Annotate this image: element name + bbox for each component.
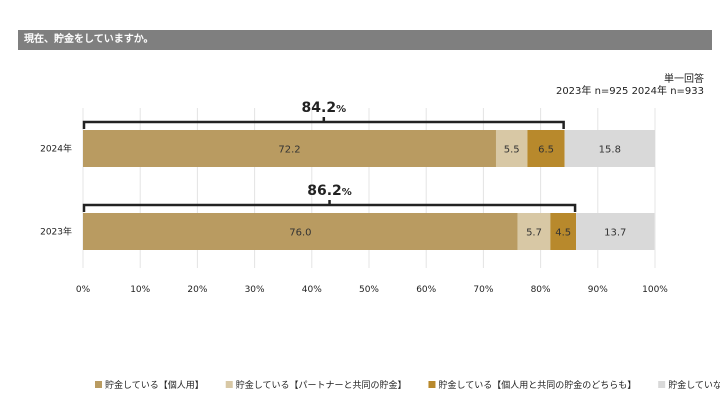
data-label: 72.2 bbox=[278, 145, 300, 156]
x-tick-label: 60% bbox=[416, 285, 436, 295]
data-label: 6.5 bbox=[538, 145, 554, 156]
x-tick-label: 100% bbox=[642, 285, 668, 295]
data-label: 4.5 bbox=[555, 228, 571, 239]
bar-segment bbox=[83, 130, 496, 167]
x-tick-label: 90% bbox=[588, 285, 608, 295]
data-label: 5.5 bbox=[504, 145, 520, 156]
x-tick-label: 20% bbox=[187, 285, 207, 295]
x-tick-label: 10% bbox=[130, 285, 150, 295]
question-title: 現在、貯金をしていますか。 bbox=[18, 30, 712, 50]
x-tick-label: 50% bbox=[359, 285, 379, 295]
bar-segment bbox=[527, 130, 565, 167]
data-label: 15.8 bbox=[599, 145, 621, 156]
total-label: 84.2% bbox=[302, 100, 347, 116]
legend-label: 貯金していない bbox=[668, 379, 720, 391]
x-tick-label: 80% bbox=[531, 285, 551, 295]
category-label: 2024年 bbox=[40, 143, 72, 155]
sample-size-note: 2023年 n=925 2024年 n=933 bbox=[555, 86, 704, 97]
legend-label: 貯金している【個人用と共同の貯金のどちらも】 bbox=[438, 379, 636, 391]
answer-type-note: 単一回答 bbox=[664, 74, 704, 85]
legend-swatch bbox=[658, 381, 666, 388]
bar-segment bbox=[517, 213, 551, 250]
bar-segment bbox=[550, 213, 577, 250]
x-tick-label: 0% bbox=[76, 285, 91, 295]
legend-swatch bbox=[95, 381, 102, 388]
x-tick-label: 70% bbox=[473, 285, 493, 295]
legend-swatch bbox=[428, 381, 436, 388]
bar-segment bbox=[83, 213, 518, 250]
legend-label: 貯金している【個人用】 bbox=[105, 379, 204, 391]
bar-segment bbox=[564, 130, 655, 167]
data-label: 13.7 bbox=[604, 228, 626, 239]
legend-swatch bbox=[225, 381, 233, 388]
legend-label: 貯金している【パートナーと共同の貯金】 bbox=[236, 379, 407, 391]
bar-segment bbox=[576, 213, 655, 250]
total-bracket bbox=[82, 200, 577, 212]
total-label: 86.2% bbox=[307, 183, 352, 199]
x-tick-label: 40% bbox=[302, 285, 322, 295]
category-label: 2023年 bbox=[40, 226, 72, 238]
bar-segment bbox=[495, 130, 528, 167]
x-tick-label: 30% bbox=[245, 285, 265, 295]
data-label: 5.7 bbox=[526, 228, 542, 239]
total-bracket bbox=[82, 117, 565, 129]
data-label: 76.0 bbox=[289, 228, 311, 239]
